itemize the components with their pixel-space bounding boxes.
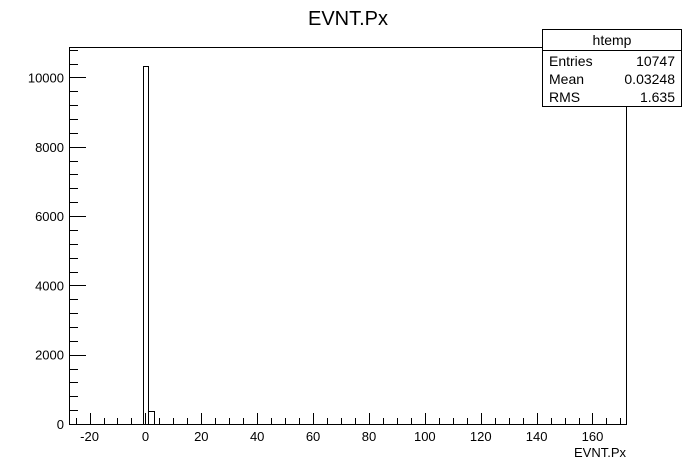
stats-rms-value: 1.635 xyxy=(640,89,675,105)
stats-box-frame xyxy=(542,29,682,107)
x-tick-label: 80 xyxy=(362,429,376,444)
x-tick-label: 140 xyxy=(526,429,548,444)
histogram-bar xyxy=(148,411,155,425)
stats-entries-value: 10747 xyxy=(636,53,675,69)
stats-rms-label: RMS xyxy=(549,89,580,105)
x-tick-label: 60 xyxy=(306,429,320,444)
plot-frame xyxy=(69,47,627,425)
y-tick-label: 10000 xyxy=(28,70,64,85)
histogram-bar xyxy=(143,66,149,425)
stats-box-title: htemp xyxy=(593,32,632,48)
y-tick-label: 2000 xyxy=(35,348,64,363)
x-tick-label: 20 xyxy=(194,429,208,444)
x-tick-label: 160 xyxy=(582,429,604,444)
stats-entries-label: Entries xyxy=(549,53,593,69)
x-tick-label: 0 xyxy=(142,429,149,444)
x-tick-label: 40 xyxy=(250,429,264,444)
stats-mean-value: 0.03248 xyxy=(624,71,675,87)
y-tick-label: 4000 xyxy=(35,278,64,293)
y-tick-label: 0 xyxy=(57,417,64,432)
y-axis: 0 2000 4000 6000 8000 10000 xyxy=(28,50,86,432)
chart-title: EVNT.Px xyxy=(308,8,388,30)
x-tick-label: 120 xyxy=(470,429,492,444)
x-axis: -20 0 20 40 60 80 100 120 140 160 xyxy=(76,413,621,444)
y-tick-label: 8000 xyxy=(35,140,64,155)
y-tick-label: 6000 xyxy=(35,209,64,224)
x-tick-label: 100 xyxy=(414,429,436,444)
stats-box: htemp Entries 10747 Mean 0.03248 RMS 1.6… xyxy=(542,29,682,107)
stats-mean-label: Mean xyxy=(549,71,584,87)
x-tick-label: -20 xyxy=(80,429,99,444)
histogram-bars xyxy=(143,66,155,425)
x-axis-title: EVNT.Px xyxy=(574,445,627,460)
